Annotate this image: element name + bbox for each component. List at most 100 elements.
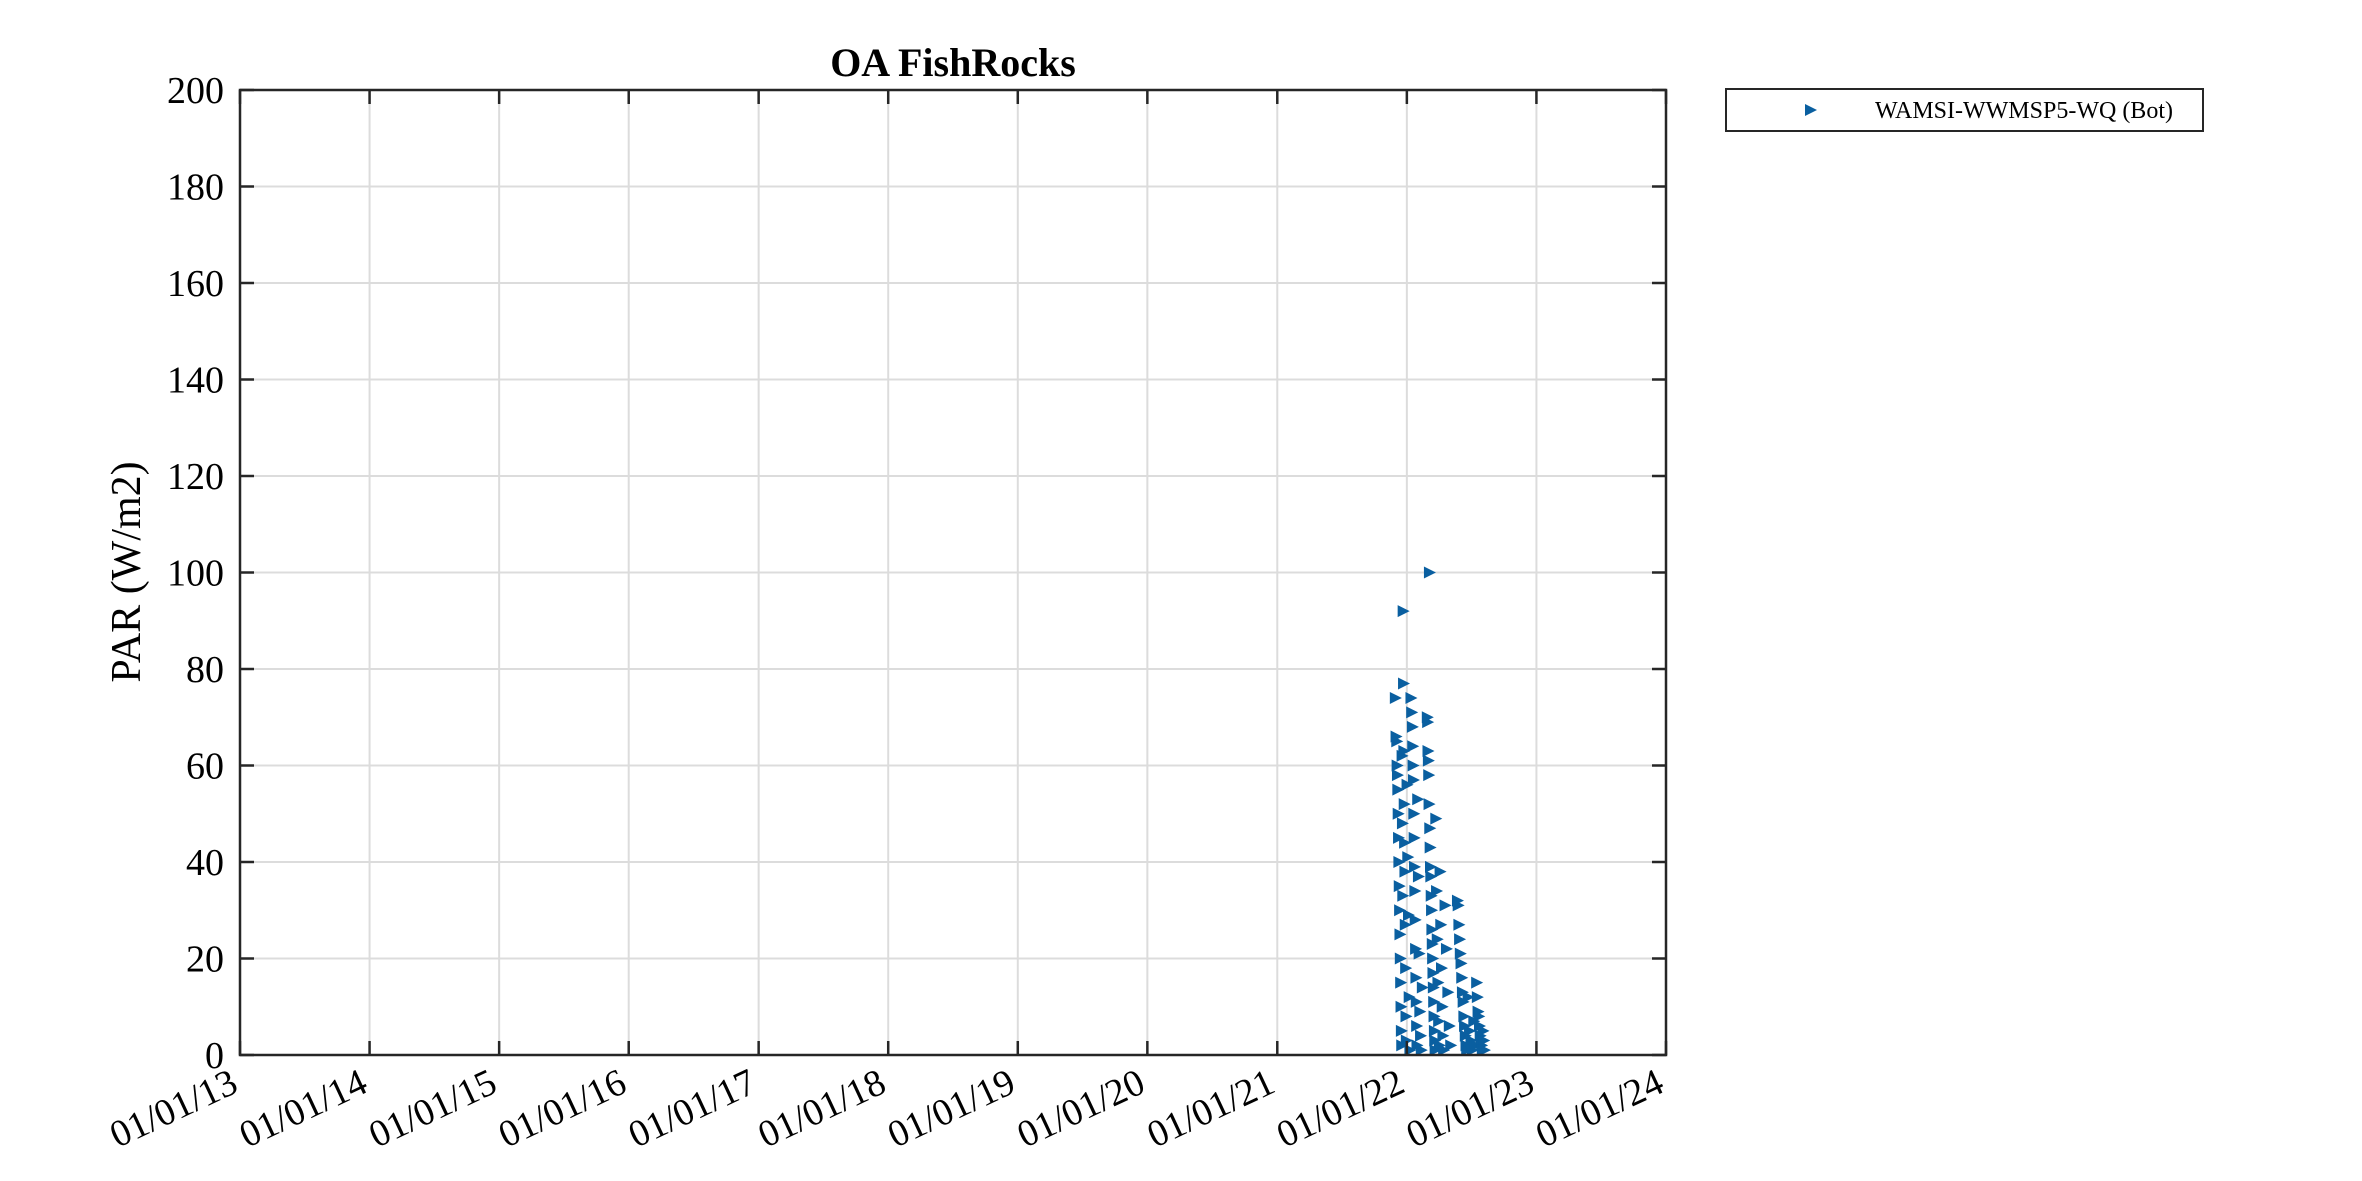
y-tick-label: 20 xyxy=(186,939,224,981)
data-point xyxy=(1464,1024,1477,1037)
legend-label-series-1: WAMSI-WWMSP5-WQ (Bot) xyxy=(1875,98,2173,124)
data-point xyxy=(1427,952,1440,965)
data-point xyxy=(1436,962,1449,975)
data-point xyxy=(1436,1000,1449,1013)
data-point xyxy=(1395,1000,1408,1013)
y-tick-label: 0 xyxy=(205,1035,224,1077)
data-point xyxy=(1415,1044,1428,1057)
data-point xyxy=(1432,976,1445,989)
data-point xyxy=(1397,889,1410,902)
data-point xyxy=(1400,1034,1413,1047)
data-point xyxy=(1407,740,1420,753)
data-point xyxy=(1443,1020,1456,1033)
data-point xyxy=(1408,807,1421,820)
data-point xyxy=(1454,947,1467,960)
data-point xyxy=(1425,870,1438,883)
data-point xyxy=(1473,1020,1486,1033)
data-point xyxy=(1424,822,1437,835)
data-point xyxy=(1395,976,1408,989)
data-point xyxy=(1422,745,1435,758)
data-point xyxy=(1452,899,1465,912)
data-point xyxy=(1454,933,1467,946)
data-point xyxy=(1392,807,1405,820)
data-point xyxy=(1426,904,1439,917)
data-point xyxy=(1428,995,1441,1008)
data-point xyxy=(1392,783,1405,796)
data-point xyxy=(1414,1005,1427,1018)
data-point xyxy=(1424,860,1437,873)
data-point xyxy=(1412,870,1425,883)
data-point xyxy=(1410,942,1423,955)
data-point xyxy=(1422,716,1435,729)
data-point xyxy=(1435,918,1448,931)
y-tick-label: 80 xyxy=(186,649,224,691)
data-point xyxy=(1402,851,1415,864)
data-point xyxy=(1401,778,1414,791)
data-point xyxy=(1394,952,1407,965)
data-point xyxy=(1394,928,1407,941)
data-point xyxy=(1407,759,1420,772)
data-point xyxy=(1394,904,1407,917)
data-point xyxy=(1453,918,1466,931)
data-points xyxy=(1389,566,1491,1057)
data-point xyxy=(1437,1029,1450,1042)
data-point xyxy=(1409,884,1422,897)
data-point xyxy=(1416,981,1429,994)
data-point xyxy=(1408,831,1421,844)
y-tick-label: 200 xyxy=(167,70,224,112)
data-point xyxy=(1407,773,1420,786)
y-tick-label: 120 xyxy=(167,456,224,498)
data-point xyxy=(1396,817,1409,830)
data-point xyxy=(1398,798,1411,811)
data-point xyxy=(1405,691,1418,704)
data-point xyxy=(1393,880,1406,893)
data-point xyxy=(1442,986,1455,999)
data-point xyxy=(1395,1024,1408,1037)
data-point xyxy=(1438,1044,1451,1057)
data-point xyxy=(1398,677,1411,690)
y-tick-label: 140 xyxy=(167,360,224,402)
data-point xyxy=(1412,793,1425,806)
data-point xyxy=(1456,971,1469,984)
legend: WAMSI-WWMSP5-WQ (Bot) xyxy=(1725,88,2204,132)
data-point xyxy=(1399,865,1412,878)
data-point xyxy=(1455,957,1468,970)
data-point xyxy=(1428,1024,1441,1037)
data-point xyxy=(1406,720,1419,733)
data-point xyxy=(1409,860,1422,873)
data-point xyxy=(1478,1034,1491,1047)
data-point xyxy=(1430,812,1443,825)
y-tick-label: 40 xyxy=(186,842,224,884)
data-point xyxy=(1424,841,1437,854)
data-point xyxy=(1413,947,1426,960)
data-point xyxy=(1410,995,1423,1008)
data-point xyxy=(1411,1020,1424,1033)
data-point xyxy=(1409,913,1422,926)
chart-title: OA FishRocks xyxy=(830,40,1076,85)
data-point xyxy=(1462,991,1475,1004)
data-point xyxy=(1406,706,1419,719)
data-point xyxy=(1391,759,1404,772)
data-point xyxy=(1423,798,1436,811)
axis-ticks xyxy=(238,88,1668,1057)
data-point xyxy=(1391,769,1404,782)
data-point xyxy=(1391,735,1404,748)
data-point xyxy=(1431,884,1444,897)
data-point xyxy=(1433,1015,1446,1028)
data-point xyxy=(1403,991,1416,1004)
data-point xyxy=(1400,1010,1413,1023)
data-point xyxy=(1439,899,1452,912)
y-tick-label: 100 xyxy=(167,553,224,595)
data-point xyxy=(1477,1024,1490,1037)
grid-lines xyxy=(240,90,1666,1055)
data-point xyxy=(1393,831,1406,844)
data-point xyxy=(1400,962,1413,975)
y-tick-label: 160 xyxy=(167,263,224,305)
data-point xyxy=(1471,976,1484,989)
y-tick-label: 60 xyxy=(186,746,224,788)
legend-marker-triangle xyxy=(1805,104,1817,116)
data-point xyxy=(1415,1029,1428,1042)
data-point xyxy=(1389,691,1402,704)
